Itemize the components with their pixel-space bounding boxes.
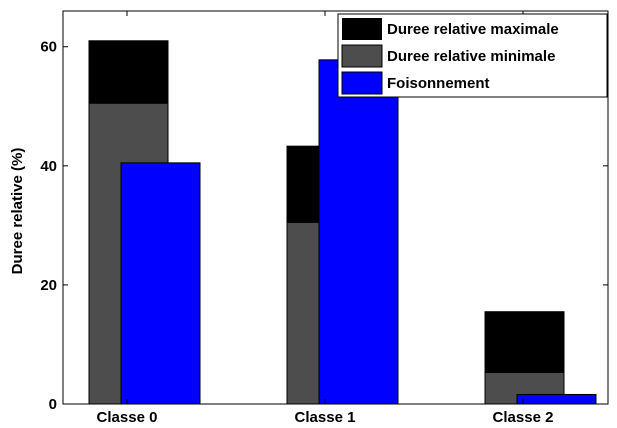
legend: Duree relative maximale Duree relative m… <box>337 13 608 98</box>
bar-foisonnement-1 <box>318 59 399 405</box>
legend-swatch-min <box>341 44 383 68</box>
legend-label-min: Duree relative minimale <box>387 48 555 65</box>
y-axis-ticks: 0 20 40 60 <box>40 39 608 413</box>
x-tick-label: Classe 0 <box>97 409 158 426</box>
legend-swatch-max <box>342 18 382 40</box>
y-axis-label: Duree relative (%) <box>9 148 26 275</box>
x-tick-label: Classe 1 <box>295 409 356 426</box>
y-tick-label: 0 <box>49 396 57 413</box>
plot-area-frame <box>62 10 609 405</box>
bar-foisonnement-2 <box>516 393 597 405</box>
legend-box <box>337 13 608 98</box>
legend-swatch-foisonnement <box>341 71 383 95</box>
y-tick-label: 40 <box>40 158 57 175</box>
y-tick-label: 20 <box>40 277 57 294</box>
y-tick-label: 60 <box>40 39 57 56</box>
x-tick-label: Classe 2 <box>493 409 554 426</box>
bars-group <box>88 40 597 405</box>
legend-label-max: Duree relative maximale <box>387 21 559 38</box>
legend-label-foisonnement: Foisonnement <box>387 75 490 92</box>
x-axis-ticks: Classe 0 Classe 1 Classe 2 <box>97 11 554 426</box>
bar-foisonnement-0 <box>120 162 201 405</box>
